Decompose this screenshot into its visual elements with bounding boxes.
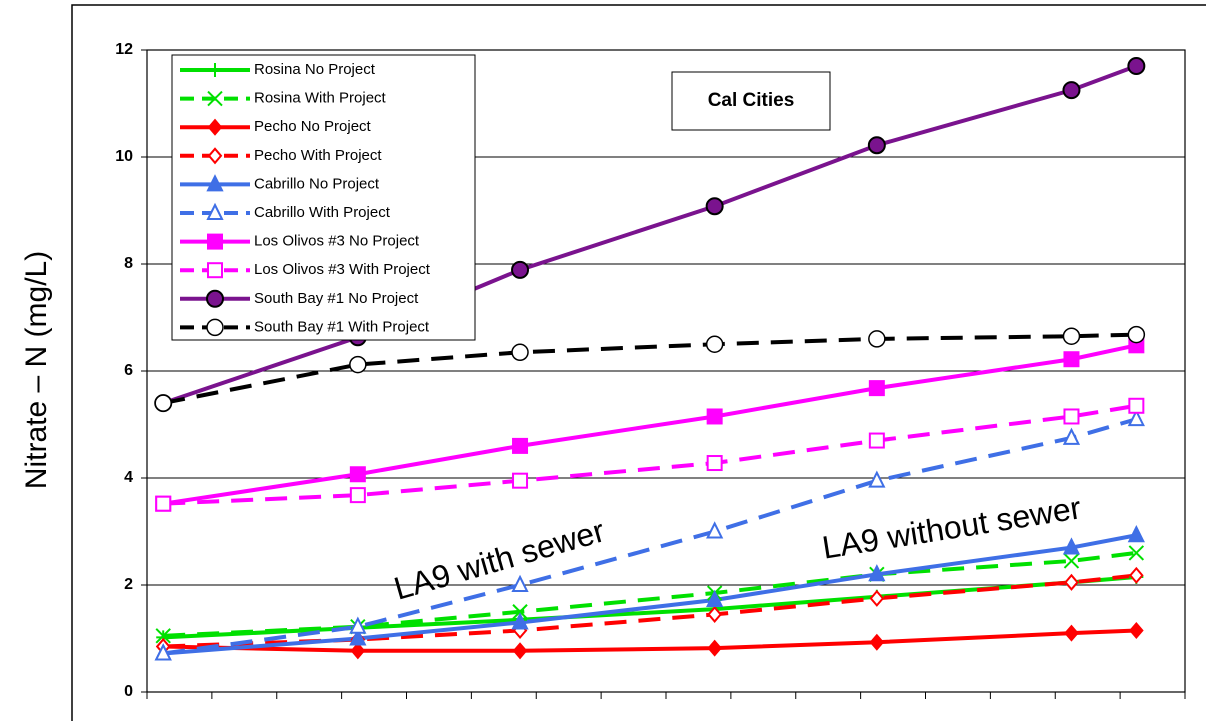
marker	[155, 628, 171, 644]
marker	[868, 564, 886, 582]
legend-label: Pecho With Project	[254, 147, 382, 164]
legend-entry: Rosina No Project	[180, 61, 376, 78]
marker	[154, 394, 172, 412]
marker	[512, 642, 528, 660]
marker	[1064, 573, 1079, 591]
legend-marker	[207, 233, 223, 250]
legend-label: Los Olivos #3 No Project	[254, 233, 420, 250]
y-axis-label: Nitrate – N (mg/L)	[20, 251, 53, 489]
marker	[1127, 408, 1145, 427]
marker	[512, 472, 529, 489]
legend-entry: Rosina With Project	[180, 90, 387, 107]
marker	[1062, 427, 1081, 445]
legend-label: Pecho No Project	[254, 118, 372, 135]
marker	[1063, 553, 1080, 569]
marker	[705, 197, 724, 216]
marker	[349, 487, 366, 504]
legend-entry: Pecho No Project	[180, 118, 372, 136]
frame	[71, 4, 1206, 721]
legend-entry: Los Olivos #3 With Project	[180, 261, 431, 279]
y-tick-label: 12	[115, 41, 133, 58]
marker	[707, 639, 722, 657]
marker	[1063, 408, 1080, 425]
y-tick-label: 8	[124, 255, 133, 272]
marker	[1062, 327, 1081, 345]
marker	[511, 343, 529, 362]
legend-label: Cabrillo With Project	[254, 204, 391, 221]
marker	[1129, 566, 1144, 584]
marker	[868, 380, 885, 397]
marker	[154, 643, 172, 661]
legend-label: Rosina With Project	[254, 90, 387, 107]
marker	[1064, 624, 1079, 642]
marker	[349, 616, 367, 634]
marker	[706, 408, 723, 425]
legend-marker	[206, 202, 224, 220]
marker	[350, 642, 366, 660]
marker	[706, 521, 724, 539]
legend-marker	[207, 262, 223, 279]
legend-entry: Cabrillo With Project	[180, 202, 391, 221]
series-line	[163, 550, 1137, 638]
marker	[1063, 351, 1080, 368]
legend-entry: South Bay #1 No Project	[180, 289, 419, 308]
annotation: LA9 with sewer	[390, 512, 609, 607]
marker	[706, 589, 724, 607]
marker	[1129, 621, 1144, 640]
marker	[705, 335, 724, 353]
marker	[868, 432, 885, 449]
legend-marker	[208, 63, 222, 77]
legend-entry: South Bay #1 With Project	[180, 318, 430, 337]
series-line	[162, 332, 1137, 406]
marker	[512, 604, 528, 620]
legend-marker	[207, 90, 223, 107]
legend-label: Rosina No Project	[254, 61, 376, 78]
marker	[1062, 81, 1081, 100]
legend-marker	[206, 289, 224, 308]
legend-marker	[207, 118, 223, 136]
marker	[869, 589, 885, 607]
marker	[349, 466, 366, 483]
marker	[1128, 545, 1145, 561]
marker	[349, 628, 367, 646]
marker	[868, 470, 886, 488]
y-tick-label: 10	[115, 148, 133, 165]
legend-marker	[206, 174, 224, 192]
y-tick-label: 4	[124, 469, 133, 486]
legend-entry: Cabrillo No Project	[180, 174, 380, 192]
marker	[511, 260, 530, 279]
legend-marker	[207, 147, 223, 165]
marker	[707, 605, 722, 623]
marker	[1127, 525, 1145, 543]
legend-label: Los Olivos #3 With Project	[254, 261, 431, 278]
legend-label: Cabrillo No Project	[254, 175, 380, 192]
legend-box	[171, 54, 476, 341]
marker	[155, 495, 172, 512]
marker	[867, 136, 886, 155]
marker	[706, 455, 723, 472]
legend-label: South Bay #1 With Project	[254, 318, 430, 335]
marker	[511, 574, 529, 592]
legend-entry: Pecho With Project	[180, 147, 382, 165]
y-tick-label: 0	[124, 683, 133, 700]
annotation: Cal Cities	[708, 90, 795, 111]
marker	[869, 633, 885, 651]
annotation-box	[671, 71, 831, 131]
legend-marker	[206, 318, 224, 337]
marker	[1127, 325, 1146, 344]
y-tick-label: 2	[124, 576, 133, 593]
marker	[1062, 537, 1081, 555]
marker	[349, 355, 367, 374]
marker	[511, 612, 529, 630]
marker	[512, 437, 529, 454]
marker	[1127, 57, 1146, 76]
legend-label: South Bay #1 No Project	[254, 290, 419, 307]
marker	[1128, 397, 1145, 414]
annotation: LA9 without sewer	[820, 489, 1084, 566]
marker	[868, 330, 886, 348]
legend-entry: Los Olivos #3 No Project	[180, 233, 420, 250]
y-tick-label: 6	[124, 362, 133, 379]
